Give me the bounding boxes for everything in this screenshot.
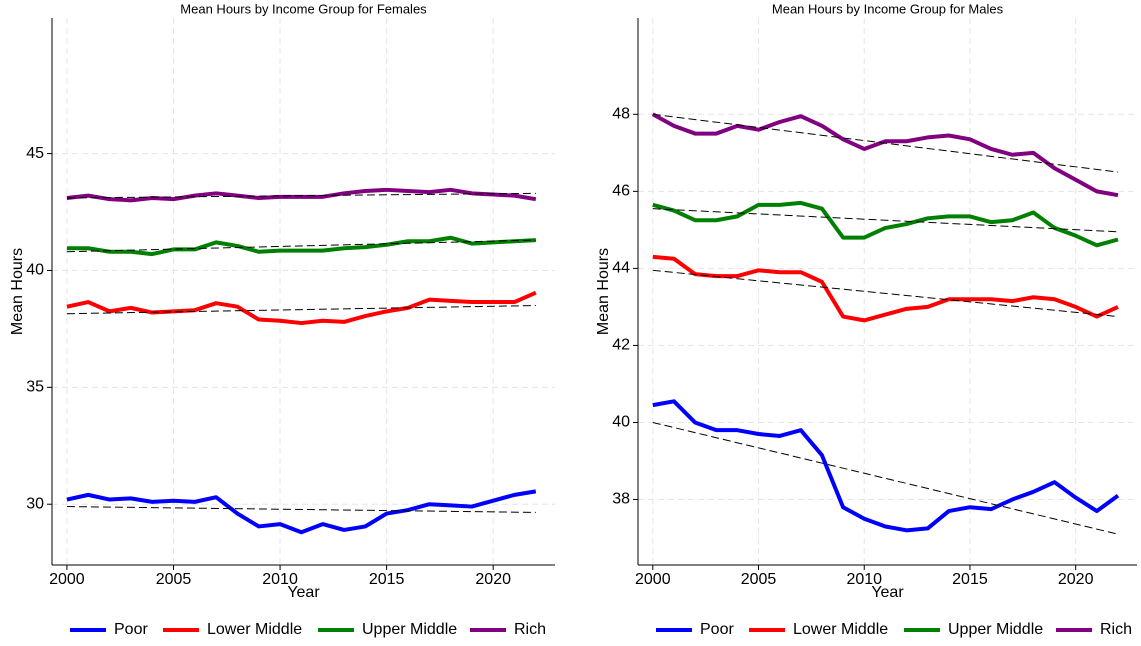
- trend-line: [66, 506, 536, 513]
- x-axis-title: Year: [287, 584, 320, 601]
- y-tick-label: 40: [26, 262, 44, 279]
- chart-title: Mean Hours by Income Group for Males: [772, 1, 1004, 16]
- y-tick-label: 48: [612, 106, 630, 123]
- x-tick-label: 2005: [156, 571, 192, 588]
- y-tick-label: 46: [612, 183, 630, 200]
- y-tick-label: 42: [612, 337, 630, 354]
- series-line: [66, 489, 537, 535]
- legend-label: Lower Middle: [207, 621, 302, 638]
- legend-label: Poor: [700, 621, 734, 638]
- trend-line: [652, 208, 1118, 233]
- y-axis-title: Mean Hours: [595, 248, 612, 335]
- series-line: [66, 187, 537, 203]
- y-tick-label: 35: [26, 379, 44, 396]
- y-tick-label: 44: [612, 260, 630, 277]
- y-axis-title: Mean Hours: [9, 248, 26, 335]
- y-tick-label: 38: [612, 491, 630, 508]
- panel: Mean Hours by Income Group for Males 38 40…: [595, 1, 1137, 638]
- x-tick-label: 2000: [49, 571, 85, 588]
- chart-title: Mean Hours by Income Group for Females: [180, 1, 427, 16]
- x-tick-label: 2015: [952, 571, 988, 588]
- trend-line: [652, 269, 1119, 318]
- y-tick-label: 30: [26, 495, 44, 512]
- y-tick-label: 40: [612, 414, 630, 431]
- trend-line: [652, 421, 1119, 535]
- series-line: [652, 200, 1119, 248]
- series-line: [651, 112, 1119, 198]
- legend-label: Upper Middle: [362, 621, 457, 638]
- panel: Mean Hours by Income Group for Females 30…: [9, 1, 555, 638]
- trend-line: [66, 192, 536, 199]
- x-tick-label: 2020: [1058, 571, 1094, 588]
- legend-label: Rich: [1100, 621, 1132, 638]
- legend-label: Poor: [114, 621, 148, 638]
- trend-line: [66, 239, 536, 253]
- x-axis-title: Year: [871, 584, 904, 601]
- legend-label: Lower Middle: [793, 621, 888, 638]
- legend-label: Upper Middle: [948, 621, 1043, 638]
- trend-line: [66, 305, 536, 315]
- series-line: [652, 254, 1119, 323]
- series-line: [66, 235, 536, 257]
- trend-line: [652, 113, 1119, 173]
- x-tick-label: 2020: [475, 571, 511, 588]
- y-tick-label: 45: [26, 145, 44, 162]
- legend-label: Rich: [514, 621, 546, 638]
- series-line: [652, 399, 1120, 533]
- x-tick-label: 2010: [262, 571, 298, 588]
- series-line: [66, 290, 537, 326]
- x-tick-label: 2015: [369, 571, 405, 588]
- x-tick-label: 2005: [741, 571, 777, 588]
- x-tick-label: 2000: [635, 571, 671, 588]
- x-tick-label: 2010: [846, 571, 882, 588]
